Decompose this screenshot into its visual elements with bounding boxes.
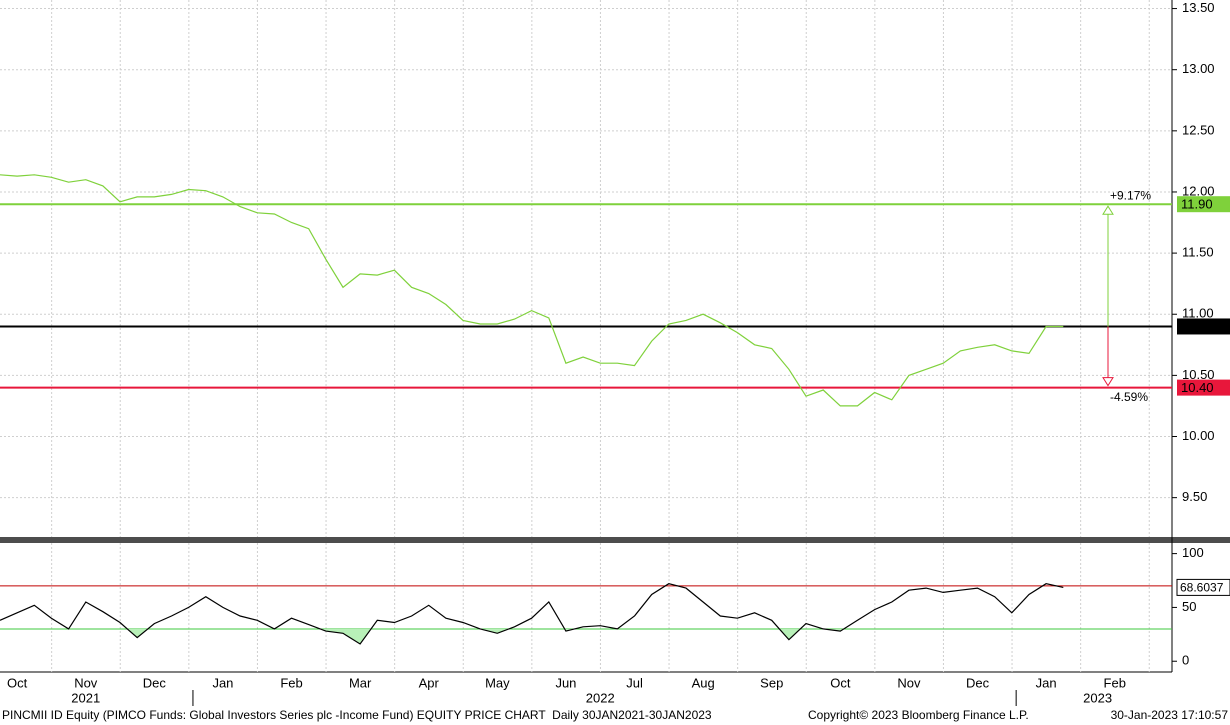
y-tick-label: 13.50 — [1182, 0, 1215, 15]
annotation: +9.17% — [1110, 188, 1151, 202]
panel-divider — [0, 537, 1230, 543]
y-tick-label: 10.50 — [1182, 367, 1215, 382]
footer-right: 30-Jan-2023 17:10:57 — [1111, 708, 1229, 722]
level-label-box — [1177, 196, 1230, 213]
x-tick-label: Feb — [1104, 675, 1126, 690]
x-tick-label: Jan — [1036, 675, 1057, 690]
arrow-head — [1102, 377, 1114, 387]
x-tick-label: Jul — [626, 675, 643, 690]
footer-left: PINCMII ID Equity (PIMCO Funds: Global I… — [2, 708, 712, 722]
y-tick-label: 9.50 — [1182, 489, 1207, 504]
x-tick-label: Apr — [419, 675, 440, 690]
y-tick-label: 0 — [1182, 653, 1189, 668]
x-year-label: 2022 — [586, 690, 615, 705]
x-tick-label: Mar — [349, 675, 372, 690]
y-tick-label: 12.00 — [1182, 183, 1215, 198]
x-tick-label: Jun — [555, 675, 576, 690]
arrow-head — [1102, 205, 1114, 215]
last-value-label: 68.6037 — [1180, 581, 1224, 595]
x-tick-label: Dec — [966, 675, 990, 690]
y-tick-label: 12.50 — [1182, 122, 1215, 137]
last-value-box — [1176, 578, 1230, 596]
level-label-box — [1177, 318, 1230, 335]
x-year-label: 2021 — [71, 690, 100, 705]
series-line — [0, 583, 1064, 645]
level-label: 10.40 — [1181, 380, 1214, 395]
x-tick-label: Sep — [760, 675, 783, 690]
x-tick-label: Oct — [7, 675, 28, 690]
x-tick-label: Oct — [830, 675, 851, 690]
y-tick-label: 11.00 — [1182, 306, 1214, 321]
y-tick-label: 50 — [1182, 599, 1196, 614]
footer-center: Copyright© 2023 Bloomberg Finance L.P. — [808, 708, 1029, 722]
x-tick-label: Dec — [143, 675, 167, 690]
y-tick-label: 11.50 — [1182, 245, 1214, 260]
level-label: 11.90 — [1181, 197, 1213, 212]
x-year-label: 2023 — [1083, 690, 1112, 705]
annotation: -4.59% — [1110, 390, 1148, 404]
level-label: 10.90 — [1181, 319, 1214, 334]
x-tick-label: Nov — [74, 675, 98, 690]
y-tick-label: 10.00 — [1182, 428, 1215, 443]
x-tick-label: Nov — [897, 675, 921, 690]
x-tick-label: Jan — [212, 675, 233, 690]
x-tick-label: Aug — [692, 675, 715, 690]
x-tick-label: Feb — [280, 675, 302, 690]
series-line — [0, 174, 1064, 407]
y-tick-label: 100 — [1182, 545, 1204, 560]
level-label-box — [1177, 379, 1230, 396]
x-tick-label: May — [485, 675, 510, 690]
y-tick-label: 13.00 — [1182, 61, 1215, 76]
